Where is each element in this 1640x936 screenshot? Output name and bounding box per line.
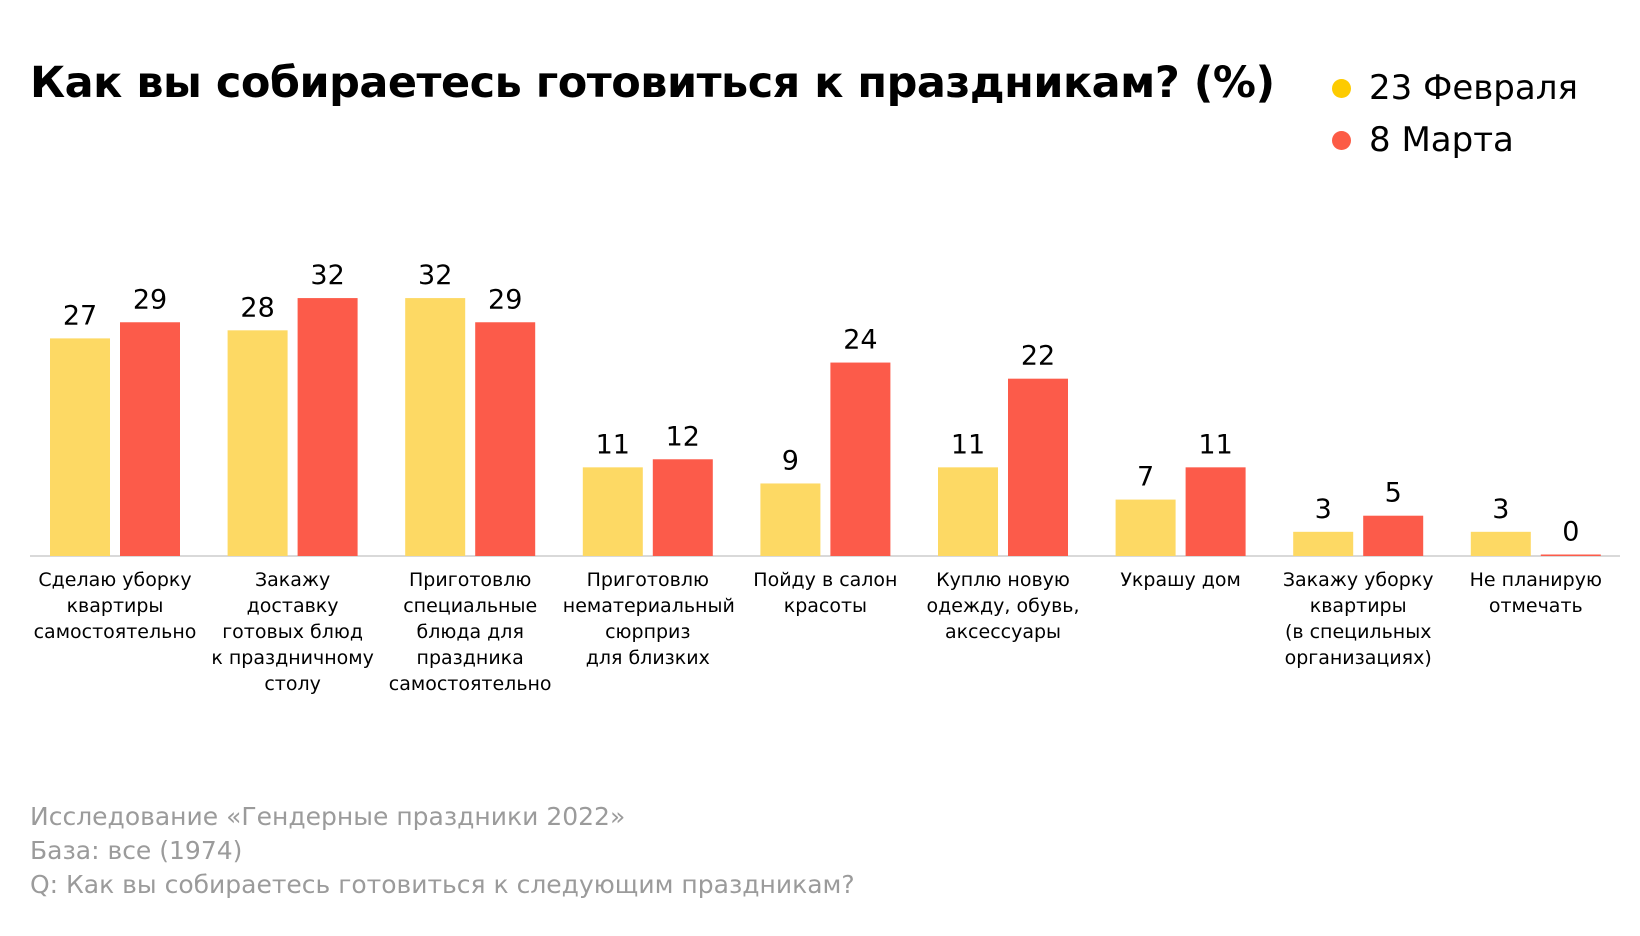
bar-feb23-3 bbox=[582, 467, 643, 556]
bar-feb23-7 bbox=[1293, 531, 1354, 556]
legend-label-mar8: 8 Марта bbox=[1369, 120, 1514, 160]
footnote-question: Q: Как вы собираетесь готовиться к следу… bbox=[30, 870, 855, 899]
bar-mar8-7 bbox=[1363, 515, 1424, 556]
bar-feb23-0 bbox=[50, 338, 110, 556]
legend-item-mar8: 8 Марта bbox=[1332, 114, 1578, 166]
data-label-feb23-2: 32 bbox=[418, 260, 452, 291]
category-label-7: Закажу уборку квартиры (в специльных органи… bbox=[1282, 569, 1434, 669]
bar-chart: 27 29 28 32 32 29 11 12 9 24 11 22 7 11 3 5 3 0 bbox=[30, 260, 1620, 557]
bar-feb23-4 bbox=[760, 483, 821, 556]
bar-mar8-2 bbox=[475, 322, 536, 556]
data-label-mar8-5: 22 bbox=[1021, 341, 1055, 372]
legend: 23 Февраля 8 Марта bbox=[1332, 62, 1578, 166]
category-label-0: Сделаю уборку квартиры самостоятельно bbox=[33, 569, 197, 643]
bar-feb23-8 bbox=[1470, 531, 1531, 556]
bar-mar8-6 bbox=[1185, 467, 1246, 556]
data-label-mar8-0: 29 bbox=[133, 284, 167, 315]
bar-mar8-8 bbox=[1540, 554, 1601, 556]
data-label-mar8-2: 29 bbox=[488, 284, 522, 315]
data-label-feb23-1: 28 bbox=[240, 292, 274, 323]
legend-dot-feb23-icon bbox=[1332, 78, 1351, 98]
legend-dot-mar8-icon bbox=[1332, 130, 1351, 150]
legend-item-feb23: 23 Февраля bbox=[1332, 62, 1578, 114]
bar-feb23-6 bbox=[1115, 499, 1176, 556]
data-label-feb23-0: 27 bbox=[63, 300, 97, 331]
bar-mar8-4 bbox=[830, 362, 891, 556]
footnotes: Исследование «Гендерные праздники 2022» … bbox=[30, 800, 855, 902]
data-label-feb23-5: 11 bbox=[951, 429, 985, 460]
category-label-3: Приготовлю нематериальный сюрприз для близк… bbox=[562, 569, 735, 669]
legend-label-feb23: 23 Февраля bbox=[1369, 68, 1578, 108]
data-label-mar8-3: 12 bbox=[666, 421, 700, 452]
data-label-feb23-8: 3 bbox=[1492, 494, 1509, 525]
footnote-base: База: все (1974) bbox=[30, 836, 243, 865]
data-label-mar8-4: 24 bbox=[843, 325, 877, 356]
data-label-mar8-7: 5 bbox=[1385, 478, 1402, 509]
data-label-feb23-6: 7 bbox=[1137, 462, 1154, 493]
data-label-mar8-1: 32 bbox=[310, 260, 344, 291]
bar-mar8-3 bbox=[652, 459, 713, 556]
bar-mar8-0 bbox=[120, 322, 180, 556]
bar-feb23-1 bbox=[227, 330, 288, 556]
data-label-feb23-7: 3 bbox=[1315, 494, 1332, 525]
category-label-6: Украшу дом bbox=[1120, 569, 1241, 591]
category-label-2: Приготовлю специальные блюда для праздника с… bbox=[388, 569, 552, 695]
data-label-mar8-6: 11 bbox=[1198, 429, 1232, 460]
bar-feb23-2 bbox=[405, 298, 466, 556]
footnote-study: Исследование «Гендерные праздники 2022» bbox=[30, 802, 626, 831]
data-label-feb23-3: 11 bbox=[596, 429, 630, 460]
data-label-mar8-8: 0 bbox=[1562, 517, 1579, 548]
chart-title: Как вы собираетесь готовиться к праздник… bbox=[30, 58, 1275, 108]
bar-mar8-1 bbox=[297, 298, 358, 556]
data-label-feb23-4: 9 bbox=[782, 445, 799, 476]
bar-feb23-5 bbox=[938, 467, 998, 556]
category-label-8: Не планирую отмечать bbox=[1469, 569, 1602, 617]
category-label-4: Пойду в салон красоты bbox=[753, 569, 898, 617]
category-label-5: Куплю новую одежду, обувь, аксессуары bbox=[926, 569, 1080, 643]
bar-mar8-5 bbox=[1008, 378, 1068, 556]
category-label-1: Закажу доставку готовых блюд к праздничном… bbox=[211, 569, 374, 695]
